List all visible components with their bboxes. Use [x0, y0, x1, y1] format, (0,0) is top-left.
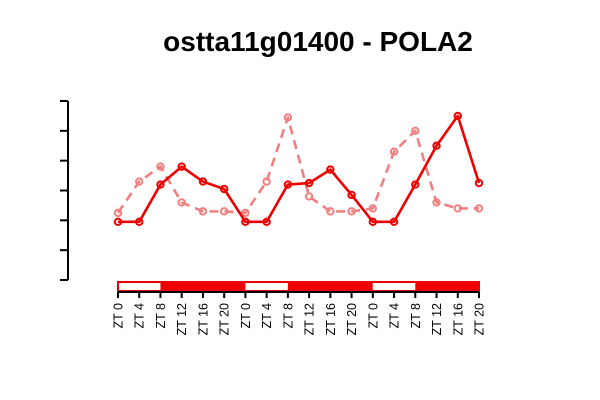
series-1-point-15	[432, 198, 441, 207]
bar-segment-dark-3	[287, 282, 373, 291]
series-0-point-11	[347, 190, 356, 200]
x-tick-label-4: ZT 16	[196, 303, 210, 335]
series-0-point-16	[453, 111, 462, 121]
series-1-point-3	[177, 198, 186, 207]
series-1-point-17	[474, 204, 484, 213]
series-1-point-12	[368, 204, 378, 213]
x-tick-label-15: ZT 12	[430, 303, 444, 335]
series-1-point-9	[304, 192, 314, 201]
series-1-point-0	[113, 208, 123, 218]
series-0-point-3	[177, 162, 186, 171]
series-1-dashed	[113, 113, 484, 218]
series-0-point-8	[283, 180, 293, 189]
x-tick-label-11: ZT 20	[345, 303, 359, 335]
series-1-point-1	[135, 177, 144, 186]
bar-segment-light-4	[372, 282, 416, 291]
x-axis: ZT 0 ZT 4 ZT 8 ZT 12 ZT 16 ZT 20 ZT 0 ZT 4 ZT 8 Z…	[112, 291, 487, 335]
series-0-point-15	[432, 141, 441, 150]
series-0-point-6	[241, 217, 250, 227]
series-1-point-16	[453, 204, 462, 213]
series-0-point-14	[411, 180, 420, 189]
light-dark-bar	[117, 281, 480, 292]
bar-segment-light-0	[118, 282, 161, 291]
series-0-point-12	[368, 217, 378, 227]
series-1-point-7	[262, 177, 271, 186]
series-1-point-11	[347, 207, 356, 216]
series-1-point-8	[283, 113, 293, 122]
x-tick-label-5: ZT 20	[218, 303, 232, 335]
series-1-point-5	[219, 207, 229, 216]
x-tick-label-6: ZT 0	[239, 303, 253, 329]
series-0-point-4	[198, 177, 208, 186]
series-1-point-4	[198, 207, 208, 216]
series-0-point-13	[389, 217, 399, 227]
series-0-point-1	[135, 217, 144, 227]
series-0-point-2	[156, 180, 165, 189]
series-layer	[113, 111, 484, 227]
series-0-point-7	[262, 217, 271, 227]
series-0-point-0	[113, 217, 123, 227]
series-1-point-14	[411, 126, 420, 136]
chart-title: ostta11g01400 - POLA2	[163, 26, 473, 57]
series-0-point-10	[326, 165, 335, 174]
series-1-point-13	[389, 147, 399, 156]
x-tick-label-12: ZT 0	[366, 303, 380, 329]
series-1-point-6	[241, 208, 250, 218]
x-tick-label-1: ZT 4	[133, 303, 147, 329]
x-tick-label-2: ZT 8	[154, 303, 168, 329]
x-tick-label-0: ZT 0	[112, 303, 126, 329]
bar-segment-dark-5	[415, 282, 479, 291]
x-tick-label-13: ZT 4	[388, 303, 402, 329]
x-tick-label-10: ZT 16	[324, 303, 338, 335]
y-axis	[60, 100, 69, 281]
series-1-point-10	[326, 207, 335, 216]
bar-segment-dark-1	[160, 282, 246, 291]
series-1-point-2	[156, 162, 165, 171]
series-line-1	[116, 116, 479, 215]
x-tick-label-7: ZT 4	[260, 303, 274, 329]
series-0-solid	[113, 111, 484, 227]
x-tick-label-14: ZT 8	[409, 303, 423, 329]
x-tick-label-8: ZT 8	[281, 303, 295, 329]
x-tick-label-17: ZT 20	[473, 303, 487, 335]
bar-segment-light-2	[245, 282, 288, 291]
x-tick-label-16: ZT 16	[451, 303, 465, 335]
series-line-0	[118, 114, 481, 224]
series-0-point-5	[219, 184, 229, 194]
x-tick-label-9: ZT 12	[303, 303, 317, 335]
x-tick-label-3: ZT 12	[175, 303, 189, 335]
series-0-point-17	[474, 178, 484, 188]
series-0-point-9	[304, 178, 314, 188]
